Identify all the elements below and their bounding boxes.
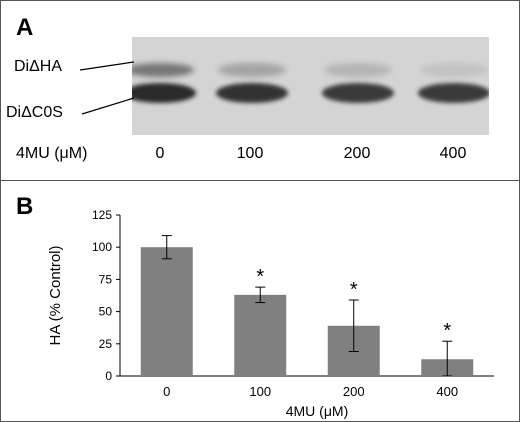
significance-marker-200: * — [350, 279, 358, 301]
gel-band-c0s-lane-2 — [322, 83, 394, 103]
panel-b-label: B — [16, 193, 34, 220]
gel-band-c0s-lane-1 — [216, 83, 288, 103]
y-tick-label: 50 — [99, 305, 113, 319]
gel-band-ha-lane-0 — [132, 63, 194, 77]
gel-image — [132, 37, 489, 135]
gel-band-ha-lane-3 — [420, 63, 488, 77]
bar-100 — [234, 294, 287, 376]
band-label-c0s: DiΔC0S — [6, 104, 63, 121]
y-tick-label: 125 — [92, 208, 112, 222]
x-axis-label: 4MU (μM) — [286, 403, 349, 419]
gel-band-ha-lane-1 — [218, 63, 286, 77]
y-tick-label: 100 — [92, 240, 112, 254]
significance-marker-400: * — [443, 320, 451, 342]
gel-band-ha-lane-2 — [324, 63, 392, 77]
lane-label-200: 200 — [343, 145, 371, 162]
y-tick-label: 0 — [105, 369, 112, 383]
lane-label-400: 400 — [439, 145, 467, 162]
significance-marker-100: * — [256, 266, 264, 288]
panel-a-label: A — [16, 14, 34, 41]
x-tick-label: 400 — [436, 384, 458, 399]
panel-divider — [0, 180, 520, 181]
concentration-title: 4MU (μM) — [16, 145, 88, 162]
bar-chart: 0 25 50 75 100 125 0 * 100 * 200 * 400 4MU (μM) HA (% … — [47, 208, 494, 419]
band-label-ha: DiΔHA — [14, 58, 63, 75]
x-tick-label: 0 — [163, 384, 170, 399]
x-tick-label: 200 — [343, 384, 365, 399]
y-axis-label: HA (% Control) — [47, 245, 64, 345]
x-tick-label: 100 — [249, 384, 271, 399]
y-tick-label: 25 — [99, 337, 113, 351]
y-tick-label: 75 — [99, 272, 113, 286]
lane-label-0: 0 — [155, 145, 165, 162]
gel-band-c0s-lane-0 — [132, 83, 196, 103]
bar-0 — [140, 247, 193, 376]
gel-band-c0s-lane-3 — [418, 83, 489, 103]
gel-bands — [132, 63, 489, 103]
lane-label-100: 100 — [236, 145, 264, 162]
